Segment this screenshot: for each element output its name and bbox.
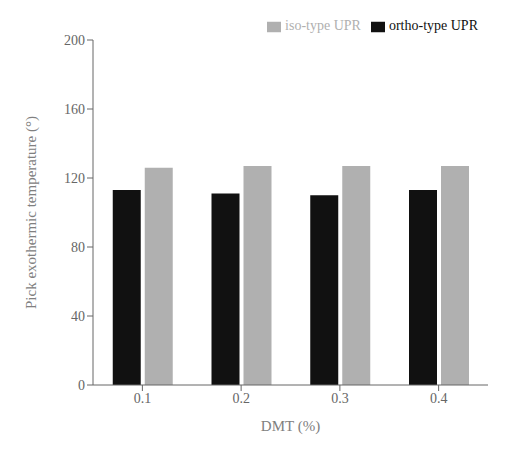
svg-text:0.4: 0.4 (430, 391, 448, 406)
svg-text:0: 0 (78, 378, 85, 393)
svg-text:200: 200 (64, 33, 85, 48)
svg-text:DMT (%): DMT (%) (261, 418, 320, 435)
svg-text:0.3: 0.3 (331, 391, 349, 406)
svg-text:80: 80 (71, 240, 85, 255)
svg-text:160: 160 (64, 102, 85, 117)
svg-text:0.2: 0.2 (232, 391, 250, 406)
svg-text:120: 120 (64, 171, 85, 186)
svg-text:40: 40 (71, 309, 85, 324)
svg-text:Pick exothermic temperature (°: Pick exothermic temperature (°) (23, 116, 40, 309)
html-text:iso-type UPR: iso-type UPR (285, 18, 361, 33)
svg-text:0.1: 0.1 (134, 391, 152, 406)
html-text:ortho-type UPR: ortho-type UPR (388, 18, 478, 33)
